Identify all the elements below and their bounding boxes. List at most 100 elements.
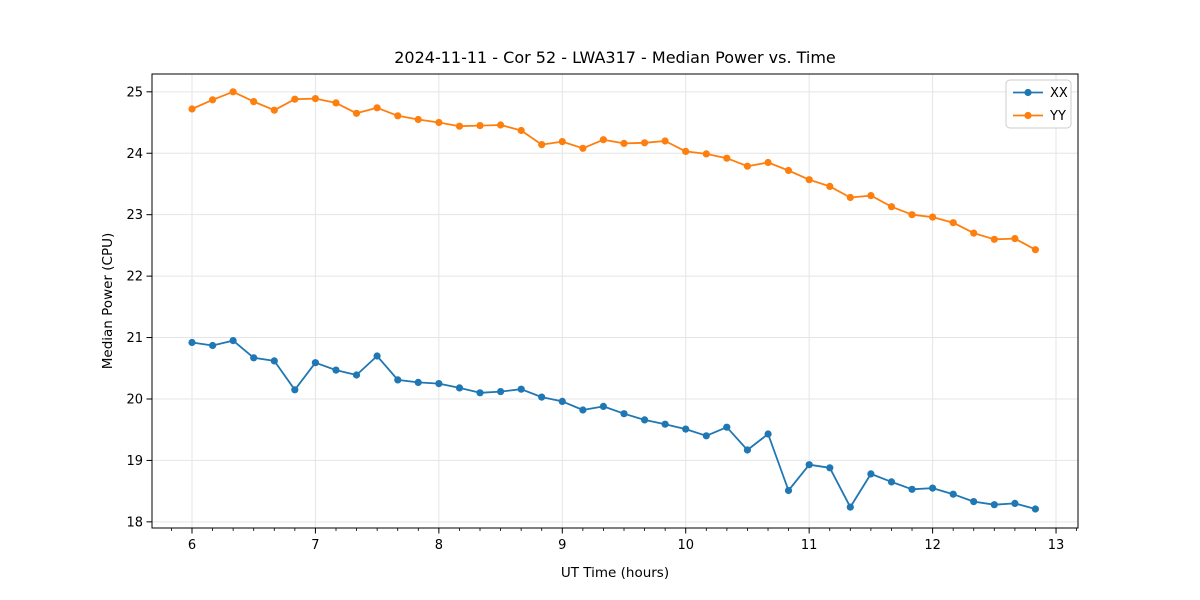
series-YY-marker: [352, 109, 361, 117]
x-axis-label: UT Time (hours): [561, 565, 669, 581]
series-XX-marker: [702, 432, 710, 440]
y-tick-label: 25: [126, 85, 143, 100]
series-XX-marker: [558, 397, 566, 405]
series-XX-marker: [846, 503, 854, 511]
series-XX-marker: [723, 423, 731, 431]
series-YY-marker: [620, 139, 628, 147]
series-XX-marker: [990, 501, 998, 509]
series-YY-marker: [949, 219, 957, 227]
x-tick-label: 6: [188, 538, 196, 553]
series-XX-marker: [887, 478, 896, 486]
series-XX-line: [191, 339, 1037, 510]
series-XX-marker: [908, 485, 916, 493]
y-tick-label: 19: [126, 454, 143, 469]
series-YY-marker: [702, 150, 710, 158]
x-tick-label: 13: [1048, 538, 1065, 553]
series-XX-marker: [867, 470, 875, 478]
series-XX-marker: [641, 416, 649, 424]
series-YY-marker: [435, 118, 443, 127]
series-YY-line: [191, 90, 1037, 251]
series-YY-marker: [455, 122, 464, 130]
series-YY-marker: [826, 182, 834, 190]
series-XX-marker: [517, 385, 525, 393]
axes-layer: 6 7 8 9 10 11 12 13 18 19 20 21 22 23 24 25: [126, 73, 1079, 553]
series-XX-marker: [1031, 505, 1039, 513]
x-tick-label: 8: [435, 538, 443, 553]
series-YY-marker: [661, 137, 669, 145]
legend: XX YY: [1005, 79, 1072, 129]
series-YY-marker: [311, 95, 319, 103]
series-YY-marker: [332, 99, 340, 107]
legend-sample-marker: [1024, 88, 1032, 97]
series-XX-marker: [620, 410, 628, 418]
series-YY-marker: [229, 88, 237, 96]
series-XX-marker: [209, 341, 217, 350]
y-tick-label: 21: [126, 331, 143, 346]
series-XX-marker: [826, 464, 834, 472]
series-YY-marker: [373, 104, 381, 112]
series-YY-marker: [291, 95, 299, 103]
series-YY-marker: [846, 193, 854, 202]
series-YY-marker: [929, 213, 937, 221]
series-XX-marker: [250, 354, 258, 362]
y-tick-label: 22: [126, 270, 143, 285]
series-YY-marker: [990, 235, 998, 243]
series-YY-marker: [476, 122, 484, 130]
y-tick-label: 24: [126, 147, 143, 162]
series-YY-marker: [1031, 246, 1039, 254]
series-YY-marker: [394, 112, 402, 120]
series-YY-marker: [743, 162, 752, 170]
y-axis-label: Median Power (CPU): [100, 233, 116, 369]
series-YY-marker: [682, 147, 690, 155]
series-YY-marker: [970, 229, 978, 237]
y-tick-label: 18: [126, 515, 143, 530]
grid-layer: [152, 74, 1078, 528]
series-XX-marker: [229, 337, 237, 345]
series-XX-marker: [538, 393, 546, 401]
y-tick-label: 20: [126, 392, 143, 407]
series-YY-marker: [538, 141, 546, 149]
series-YY-marker: [887, 203, 896, 211]
series-XX-marker: [476, 389, 484, 397]
x-tick-label: 10: [677, 538, 694, 553]
series-layer: [188, 88, 1039, 513]
legend-label: XX: [1050, 86, 1068, 101]
x-tick-label: 7: [311, 538, 319, 553]
series-XX-marker: [784, 486, 793, 495]
series-XX-marker: [949, 490, 957, 498]
series-YY-marker: [270, 106, 278, 114]
series-XX-marker: [188, 338, 196, 347]
series-YY-marker: [641, 139, 649, 147]
series-YY-marker: [579, 144, 587, 152]
series-YY-marker: [805, 176, 813, 184]
series-YY-marker: [599, 136, 608, 144]
series-XX-marker: [455, 384, 464, 392]
series-XX-marker: [291, 386, 299, 394]
series-XX-marker: [414, 378, 422, 386]
series-XX-marker: [743, 446, 752, 454]
x-tick-label: 9: [558, 538, 566, 553]
series-XX-marker: [805, 461, 813, 469]
series-XX-marker: [435, 380, 443, 388]
series-YY-marker: [497, 121, 505, 129]
series-XX-marker: [929, 484, 937, 492]
series-XX-marker: [373, 352, 381, 360]
series-YY-marker: [784, 166, 793, 175]
series-XX-marker: [682, 425, 690, 433]
series-XX-marker: [497, 388, 505, 396]
series-YY-marker: [188, 105, 196, 113]
series-YY-marker: [1011, 235, 1019, 243]
chart-title: 2024-11-11 - Cor 52 - LWA317 - Median Po…: [394, 48, 836, 67]
series-XX-marker: [764, 430, 772, 438]
series-YY-marker: [558, 138, 566, 146]
series-XX-marker: [1011, 499, 1019, 507]
series-YY-marker: [414, 115, 422, 124]
series-YY-marker: [908, 211, 916, 219]
series-YY-marker: [723, 154, 731, 162]
series-YY-marker: [250, 98, 258, 106]
series-XX-marker: [352, 371, 361, 379]
x-tick-label: 11: [801, 538, 818, 553]
series-YY-marker: [517, 126, 525, 135]
series-XX-marker: [332, 366, 340, 374]
